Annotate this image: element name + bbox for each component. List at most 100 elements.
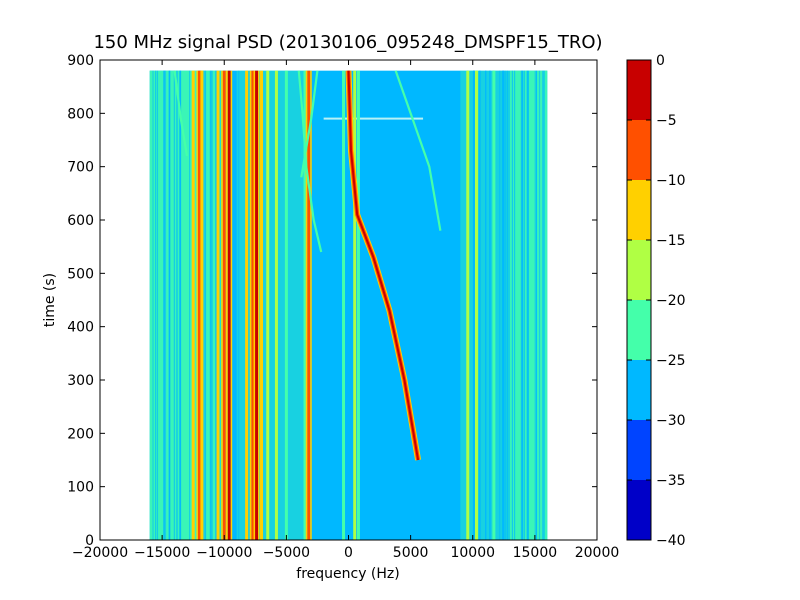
x-tick-label: −15000 [134, 545, 190, 561]
heatmap-artifact-line [323, 117, 424, 120]
heatmap-texture-stripe [535, 70, 538, 541]
colorbar-band [627, 420, 651, 480]
heatmap-texture-stripe [204, 70, 207, 541]
y-axis-label: time (s) [42, 273, 58, 327]
heatmap-texture-stripe [211, 70, 213, 541]
heatmap-edge-band [236, 70, 312, 541]
vertical-signal-halo [253, 70, 256, 541]
heatmap-texture-stripe [164, 70, 167, 541]
colorbar-tick-label: −20 [656, 293, 686, 309]
colorbar-tick-label: −10 [656, 173, 686, 189]
colorbar-band [627, 60, 651, 120]
colorbar-bands [627, 60, 651, 540]
drifting-signal [297, 70, 323, 253]
heatmap-texture-stripe [163, 70, 165, 541]
x-tick-label: −5000 [263, 545, 310, 561]
heatmap-texture-stripe [527, 70, 530, 541]
heatmap-texture-stripe [485, 70, 487, 541]
colorbar-band [627, 480, 651, 540]
vertical-signal-halo [249, 70, 252, 541]
colorbar-band [627, 300, 651, 360]
heatmap-texture-stripe [501, 70, 504, 541]
heatmap-texture-stripe [179, 70, 181, 541]
colorbar-band [627, 240, 651, 300]
vertical-signal-line [266, 70, 270, 541]
vertical-signal-line [260, 70, 264, 541]
drifting-signal [347, 70, 420, 461]
heatmap-texture-stripe [238, 70, 240, 541]
heatmap-texture-stripe [489, 70, 491, 541]
x-tick-label: 0 [344, 545, 353, 561]
y-tick-label: 100 [67, 480, 94, 496]
heatmap-texture-stripe [479, 70, 482, 541]
x-axis: −20000 −15000 −10000 −5000 0 5000 10000 15000 20… [72, 60, 619, 561]
y-tick-label: 200 [67, 426, 94, 442]
vertical-signal-halo [305, 70, 308, 541]
heatmap-texture-stripe [219, 70, 221, 541]
y-tick-label: 700 [67, 160, 94, 176]
vertical-signal-line [200, 70, 204, 541]
vertical-signal-line [474, 70, 478, 541]
x-tick-label: −10000 [196, 545, 252, 561]
heatmap-texture-stripe [173, 70, 175, 541]
colorbar-tick-label: −25 [656, 353, 686, 369]
drifting-signal [394, 70, 442, 231]
chart-title: 150 MHz signal PSD (20130106_095248_DMSP… [93, 32, 602, 53]
x-axis-label: frequency (Hz) [296, 566, 399, 582]
heatmap-texture-stripe [156, 70, 159, 541]
heatmap-texture-stripe [152, 70, 154, 541]
drifting-signal [173, 70, 189, 157]
vertical-signal-line [356, 70, 360, 541]
vertical-signal-halo [226, 70, 228, 541]
y-tick-label: 600 [67, 213, 94, 229]
heatmap-texture-stripe [169, 70, 171, 541]
heatmap-texture-stripe [502, 70, 505, 541]
heatmap-texture-stripe [538, 70, 541, 541]
heatmap-texture-stripe [473, 70, 475, 541]
heatmap-texture-stripe [513, 70, 516, 541]
colorbar-ticks: −40 −35 −30 −25 −20 −15 −10 −5 0 [627, 53, 686, 549]
vertical-signal-halo [258, 70, 260, 541]
heatmap-texture-stripe [203, 70, 205, 541]
vertical-signal-halo [196, 70, 198, 541]
heatmap-texture-stripe [176, 70, 178, 541]
colorbar-tick-label: 0 [656, 53, 665, 69]
colorbar-tick-label: −30 [656, 413, 686, 429]
vertical-signal-line [216, 70, 220, 541]
vertical-signal-halo [230, 70, 233, 541]
vertical-signal-line [222, 70, 226, 541]
heatmap-texture-stripe [215, 70, 217, 541]
vertical-signal-line [197, 70, 201, 541]
y-tick-label: 400 [67, 320, 94, 336]
heatmap-texture-stripe [189, 70, 191, 541]
vertical-signal-line [466, 70, 470, 541]
x-tick-label: 15000 [513, 545, 558, 561]
heatmap-texture-stripe [511, 70, 513, 541]
heatmap-texture-stripe [526, 70, 529, 541]
vertical-signal-line [255, 70, 259, 541]
x-tick-label: −20000 [72, 545, 128, 561]
heatmap-texture-stripe [478, 70, 481, 541]
heatmap-texture-stripe [543, 70, 545, 541]
vertical-signal-halo [221, 70, 223, 541]
colorbar-tick-label: −35 [656, 473, 686, 489]
heatmap-texture-stripe [520, 70, 522, 541]
vertical-signal-line [191, 70, 195, 541]
vertical-signal-line [251, 70, 255, 541]
y-axis: 0 100 200 300 400 500 600 700 800 900 [67, 53, 597, 549]
vertical-signal-line [227, 70, 231, 541]
y-tick-label: 800 [67, 106, 94, 122]
x-tick-label: 20000 [575, 545, 620, 561]
heatmap-edge-band [149, 70, 225, 541]
plot-area [99, 59, 598, 541]
y-tick-label: 900 [67, 53, 94, 69]
x-tick-label: 10000 [450, 545, 495, 561]
y-tick-label: 300 [67, 373, 94, 389]
heatmap-texture-stripe [534, 70, 536, 541]
heatmap-texture-stripe [523, 70, 525, 541]
vertical-signal-halo [310, 70, 312, 541]
y-tick-label: 0 [85, 533, 94, 549]
heatmap-texture-stripe [521, 70, 524, 541]
vertical-signal-line [353, 70, 357, 541]
